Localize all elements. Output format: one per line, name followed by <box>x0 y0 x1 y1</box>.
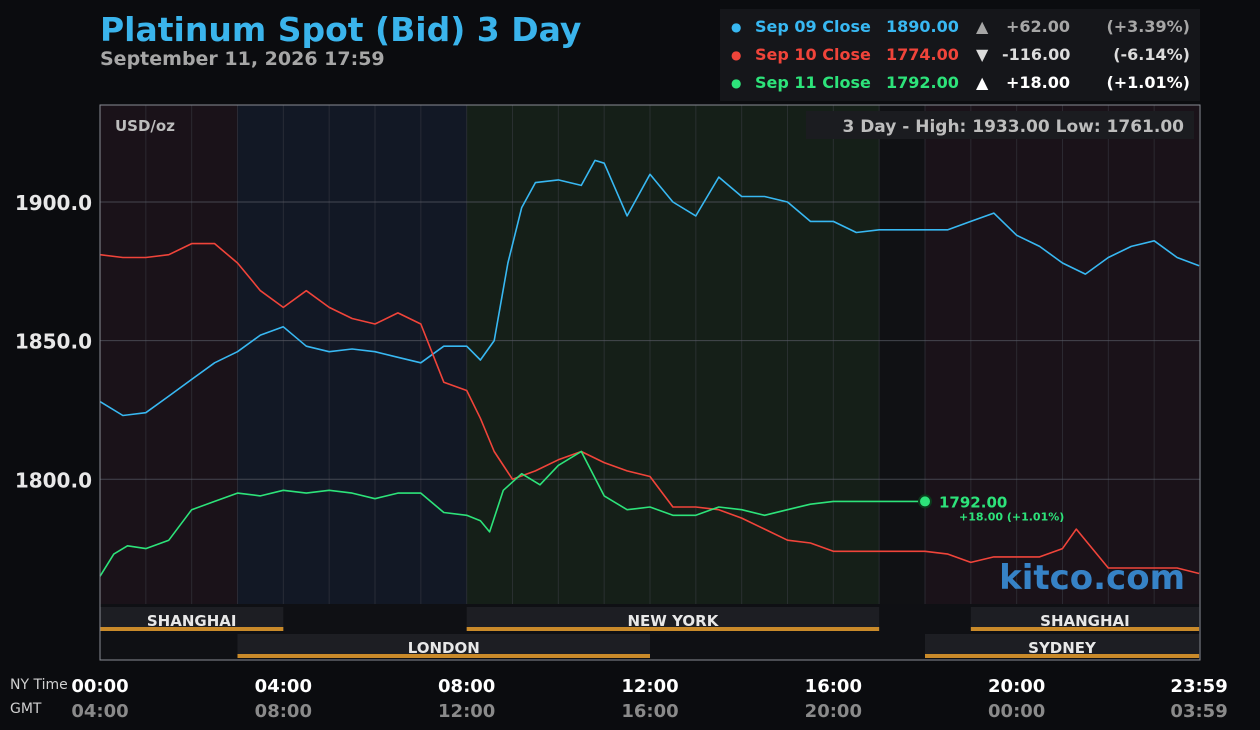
y-tick-label: 1900.0 <box>15 191 92 215</box>
gmt-label: GMT <box>10 701 42 717</box>
gmt-tick-label: 16:00 <box>621 701 678 722</box>
session-shade <box>879 105 925 604</box>
session-bar <box>237 654 650 658</box>
legend-change: +62.00 <box>1005 17 1070 36</box>
session-band <box>466 607 880 629</box>
legend-arrow-icon: ▲ <box>976 73 989 92</box>
session-label: SHANGHAI <box>1040 612 1130 630</box>
x-tick-label: 00:00 <box>71 676 128 697</box>
legend-change: +18.00 <box>1005 73 1070 92</box>
legend-arrow-icon: ▼ <box>976 45 989 64</box>
x-tick-label: 04:00 <box>255 676 312 697</box>
kitco-watermark: kitco.com <box>999 558 1185 598</box>
session-band <box>100 607 284 629</box>
legend-value: 1792.00 <box>886 73 959 92</box>
x-tick-label: 16:00 <box>805 676 862 697</box>
legend-arrow-icon: ▲ <box>976 17 989 36</box>
session-label: NEW YORK <box>628 612 720 630</box>
legend-row: ● Sep 09 Close 1890.00 ▲ +62.00 (+3.39%) <box>720 17 1200 43</box>
high-low-text: 3 Day - High: 1933.00 Low: 1761.00 <box>842 117 1184 137</box>
unit-label: USD/oz <box>115 117 175 135</box>
legend-label: Sep 10 Close <box>755 45 871 64</box>
chart-timestamp: September 11, 2026 17:59 <box>100 48 385 70</box>
legend-percent: (+1.01%) <box>1106 73 1190 92</box>
gmt-tick-label: 00:00 <box>988 701 1045 722</box>
session-shade <box>100 105 238 604</box>
legend-change: -116.00 <box>1002 45 1071 64</box>
gmt-tick-label: 08:00 <box>255 701 312 722</box>
high-low-box <box>806 111 1194 139</box>
legend-percent: (-6.14%) <box>1113 45 1190 64</box>
x-tick-label: 08:00 <box>438 676 495 697</box>
session-label: SHANGHAI <box>147 612 237 630</box>
x-tick-label: 12:00 <box>621 676 678 697</box>
legend-value: 1774.00 <box>886 45 959 64</box>
legend-label: Sep 11 Close <box>755 73 871 92</box>
session-shade <box>466 105 880 604</box>
legend: ● Sep 09 Close 1890.00 ▲ +62.00 (+3.39%) ● Sep … <box>720 9 1200 101</box>
session-band <box>925 634 1200 656</box>
legend-label: Sep 09 Close <box>755 17 871 36</box>
y-tick-label: 1800.0 <box>15 468 92 492</box>
legend-row: ● Sep 11 Close 1792.00 ▲ +18.00 (+1.01%) <box>720 73 1200 99</box>
legend-row: ● Sep 10 Close 1774.00 ▼ -116.00 (-6.14%) <box>720 45 1200 71</box>
legend-dot-icon: ● <box>731 48 742 62</box>
legend-dot-icon: ● <box>731 76 742 90</box>
session-label: LONDON <box>408 639 480 657</box>
y-tick-label: 1850.0 <box>15 330 92 354</box>
session-bar <box>100 627 284 631</box>
session-shade <box>237 105 467 604</box>
legend-value: 1890.00 <box>886 17 959 36</box>
gmt-tick-label: 04:00 <box>71 701 128 722</box>
current-point-marker <box>918 494 932 509</box>
gmt-tick-label: 12:00 <box>438 701 495 722</box>
gmt-tick-label: 20:00 <box>805 701 862 722</box>
x-tick-label: 20:00 <box>988 676 1045 697</box>
session-band <box>237 634 650 656</box>
session-bar <box>970 627 1200 631</box>
legend-percent: (+3.39%) <box>1106 17 1190 36</box>
session-bar <box>925 654 1200 658</box>
current-change-label: +18.00 (+1.01%) <box>959 510 1064 523</box>
session-label: SYDNEY <box>1028 639 1097 657</box>
session-bar <box>466 627 880 631</box>
x-tick-label: 23:59 <box>1170 676 1227 697</box>
ny-time-label: NY Time <box>10 677 68 693</box>
session-band <box>970 607 1200 629</box>
series-line-2 <box>99 242 1200 575</box>
legend-dot-icon: ● <box>731 20 742 34</box>
series-line-3 <box>99 450 925 577</box>
plot-border <box>99 104 1201 661</box>
gmt-tick-label: 03:59 <box>1170 701 1227 722</box>
current-value-label: 1792.00 <box>939 493 1007 511</box>
series-line-1 <box>99 159 1200 417</box>
chart-title: Platinum Spot (Bid) 3 Day <box>100 10 582 49</box>
